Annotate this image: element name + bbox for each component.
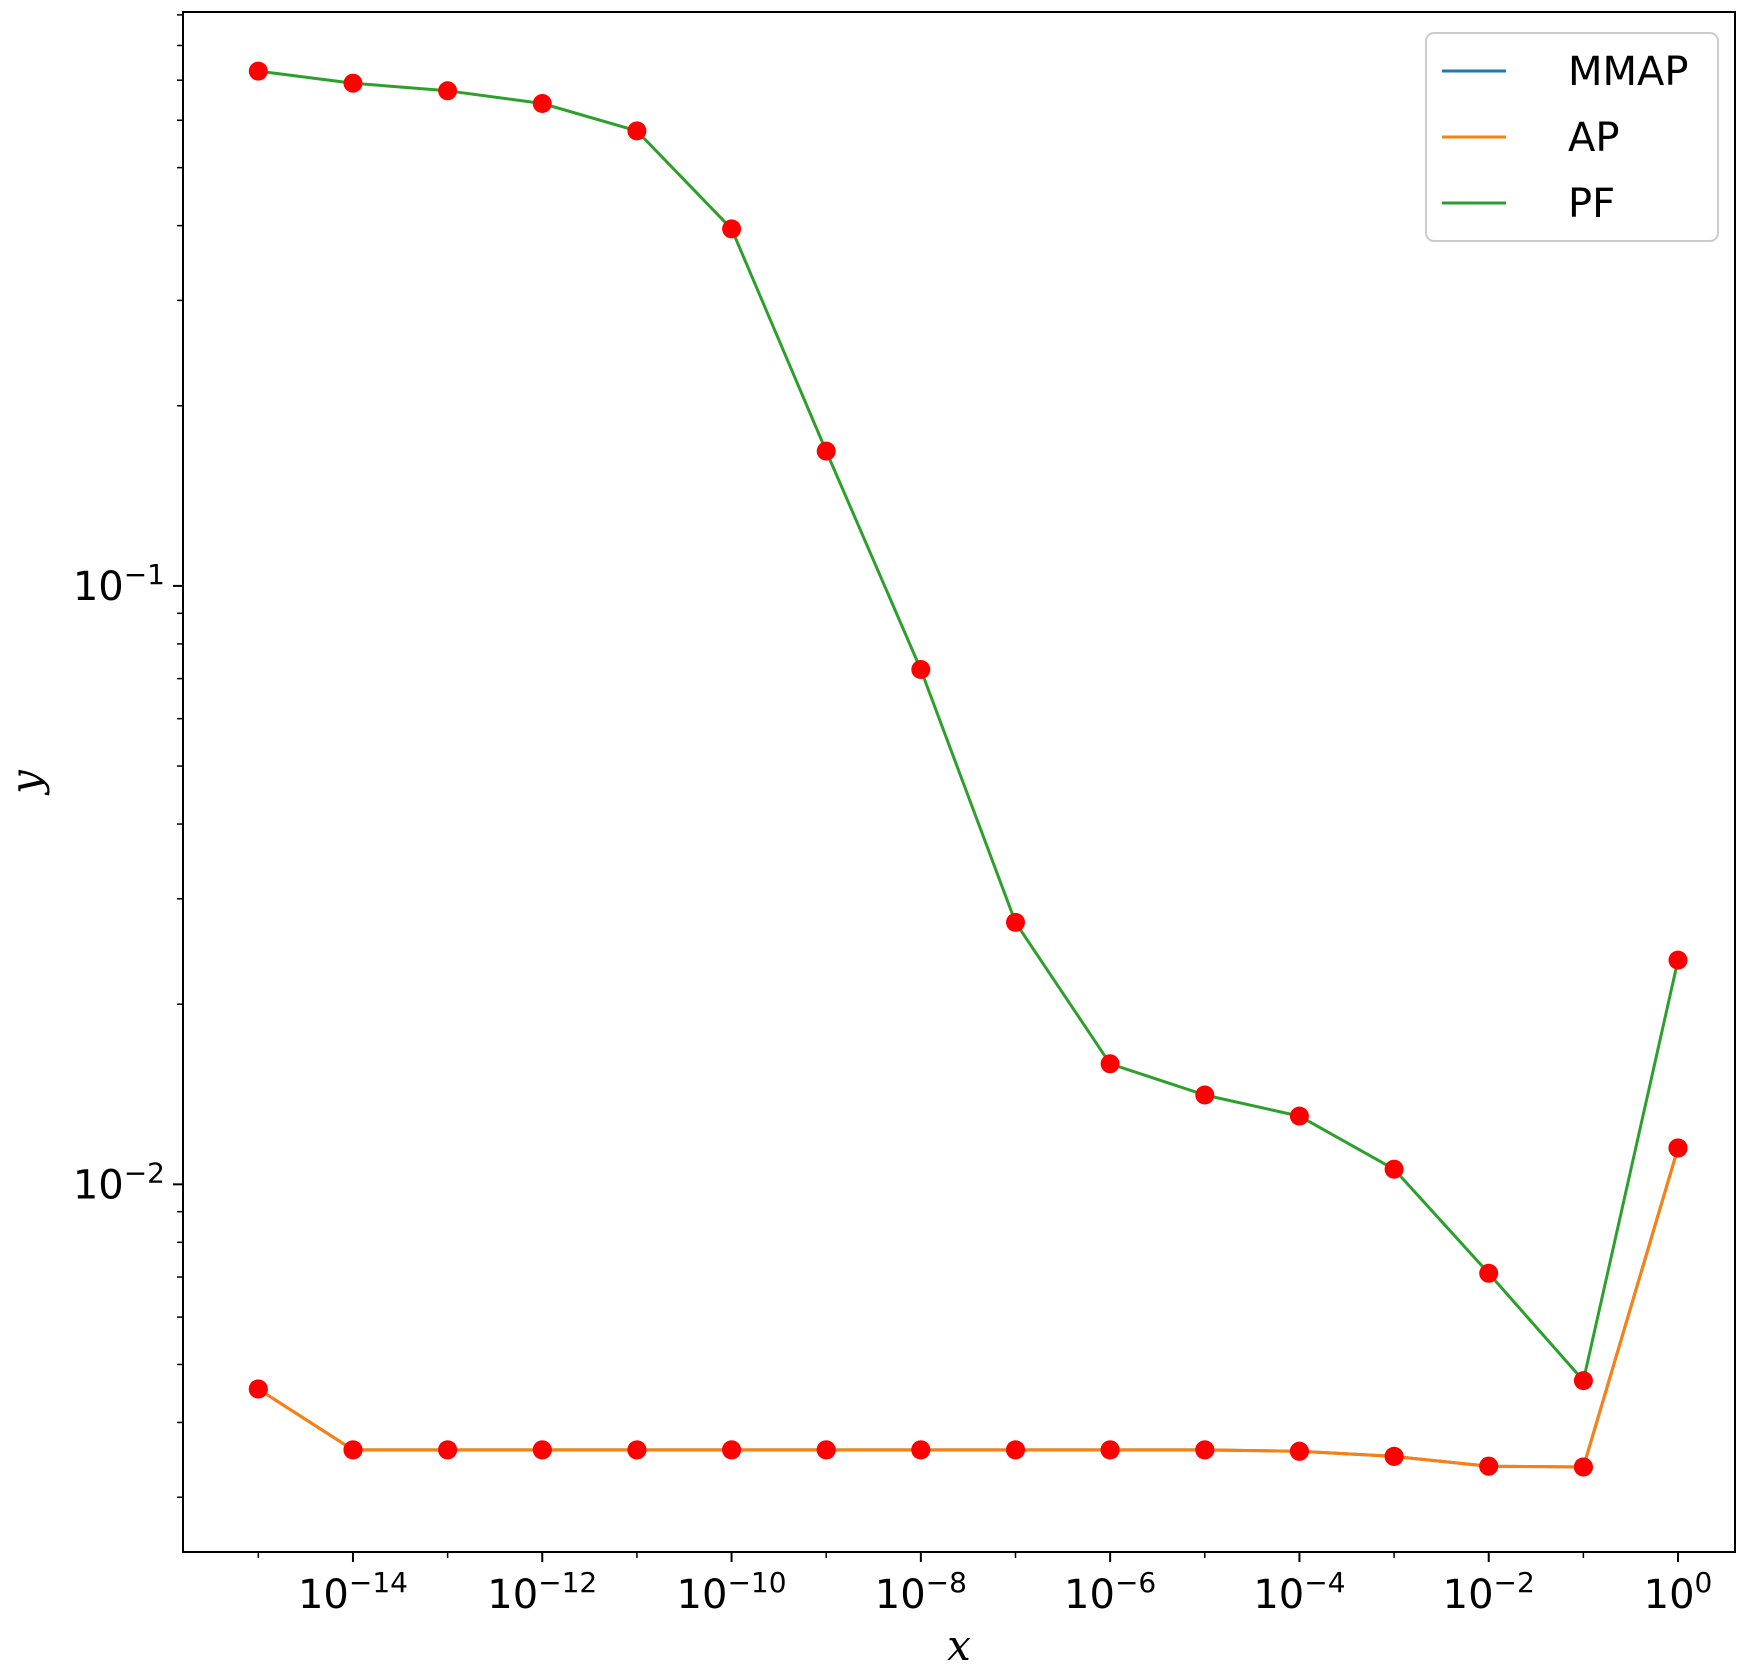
- data-point-pf: [1479, 1263, 1499, 1283]
- data-point-pf: [1668, 950, 1688, 970]
- data-point-ap: [1100, 1440, 1120, 1460]
- data-point-pf: [438, 81, 458, 101]
- plot-markers: [248, 61, 1688, 1477]
- x-tick-base: 10: [1064, 1572, 1115, 1618]
- x-axis-label: x: [947, 1621, 971, 1669]
- x-axis-ticks: 10−14 10−12 10−10 10−8 10−6 10−4 10−2 100: [257, 1552, 1713, 1618]
- data-point-pf: [627, 121, 647, 141]
- x-tick-exponent: −6: [1115, 1566, 1156, 1599]
- x-tick-label: 10−2: [1443, 1566, 1535, 1618]
- x-tick-base: 10: [1253, 1572, 1304, 1618]
- y-axis-label: y: [1, 769, 50, 796]
- data-point-ap: [248, 1379, 268, 1399]
- data-point-ap: [1668, 1138, 1688, 1158]
- data-point-pf: [343, 73, 363, 93]
- x-tick-exponent: −4: [1304, 1566, 1345, 1599]
- x-tick-exponent: −2: [1494, 1566, 1535, 1599]
- x-tick-exponent: −10: [727, 1566, 786, 1599]
- legend-box: [1425, 32, 1719, 242]
- x-tick-label: 10−8: [875, 1566, 967, 1618]
- x-tick-label: 10−14: [298, 1566, 408, 1618]
- data-point-pf: [1100, 1054, 1120, 1074]
- x-tick-base: 10: [875, 1572, 926, 1618]
- series-line-pf: [258, 69, 1680, 1383]
- x-tick-base: 10: [677, 1572, 728, 1618]
- data-point-ap: [1573, 1457, 1593, 1477]
- data-point-ap: [627, 1440, 647, 1460]
- plot-lines: [257, 69, 1680, 1469]
- data-point-pf: [1006, 912, 1025, 932]
- y-tick-exponent: −2: [124, 1156, 165, 1189]
- data-point-pf: [816, 441, 836, 461]
- data-point-pf: [1573, 1371, 1593, 1391]
- data-point-pf: [911, 660, 931, 679]
- data-point-ap: [1479, 1456, 1499, 1476]
- plot-frame: [182, 11, 1736, 1553]
- y-tick-label: 10−2: [73, 1156, 165, 1208]
- data-point-ap: [911, 1440, 931, 1460]
- x-tick-base: 10: [487, 1572, 538, 1618]
- x-tick-label: 100: [1644, 1566, 1713, 1618]
- x-tick-base: 10: [1443, 1572, 1494, 1618]
- x-tick-label: 10−6: [1064, 1566, 1156, 1618]
- series-line-ap: [257, 1147, 1680, 1469]
- data-point-ap: [722, 1440, 742, 1460]
- legend-label-ap: AP: [1568, 115, 1619, 161]
- x-tick-label: 10−12: [487, 1566, 597, 1618]
- data-point-pf: [1195, 1085, 1215, 1105]
- x-tick-exponent: −8: [926, 1566, 967, 1599]
- x-tick-exponent: −12: [538, 1566, 597, 1599]
- data-point-ap: [816, 1440, 836, 1460]
- data-point-ap: [1006, 1440, 1025, 1460]
- y-tick-label: 10−1: [73, 558, 165, 610]
- x-tick-base: 10: [298, 1572, 349, 1618]
- y-tick-base: 10: [73, 1162, 124, 1208]
- y-tick-exponent: −1: [124, 558, 165, 591]
- y-tick-base: 10: [73, 564, 124, 610]
- data-point-pf: [1289, 1106, 1309, 1126]
- legend-label-mmap: MMAP: [1568, 49, 1689, 95]
- y-axis-ticks: 10−110−2: [73, 14, 183, 1498]
- x-tick-exponent: 0: [1695, 1566, 1713, 1599]
- data-point-ap: [1289, 1441, 1309, 1461]
- data-point-ap: [438, 1440, 458, 1460]
- data-point-pf: [1384, 1159, 1404, 1179]
- data-point-ap: [343, 1440, 363, 1460]
- data-point-ap: [1384, 1446, 1404, 1466]
- data-point-pf: [532, 94, 552, 113]
- data-point-pf: [248, 61, 268, 81]
- x-tick-base: 10: [1644, 1572, 1695, 1618]
- data-point-ap: [1195, 1440, 1215, 1460]
- x-tick-label: 10−10: [677, 1566, 787, 1618]
- legend-label-pf: PF: [1568, 181, 1615, 227]
- x-tick-exponent: −14: [349, 1566, 408, 1599]
- legend: MMAP AP PF: [1425, 32, 1719, 242]
- x-tick-label: 10−4: [1253, 1566, 1345, 1618]
- data-point-pf: [722, 219, 742, 239]
- data-point-ap: [532, 1440, 552, 1460]
